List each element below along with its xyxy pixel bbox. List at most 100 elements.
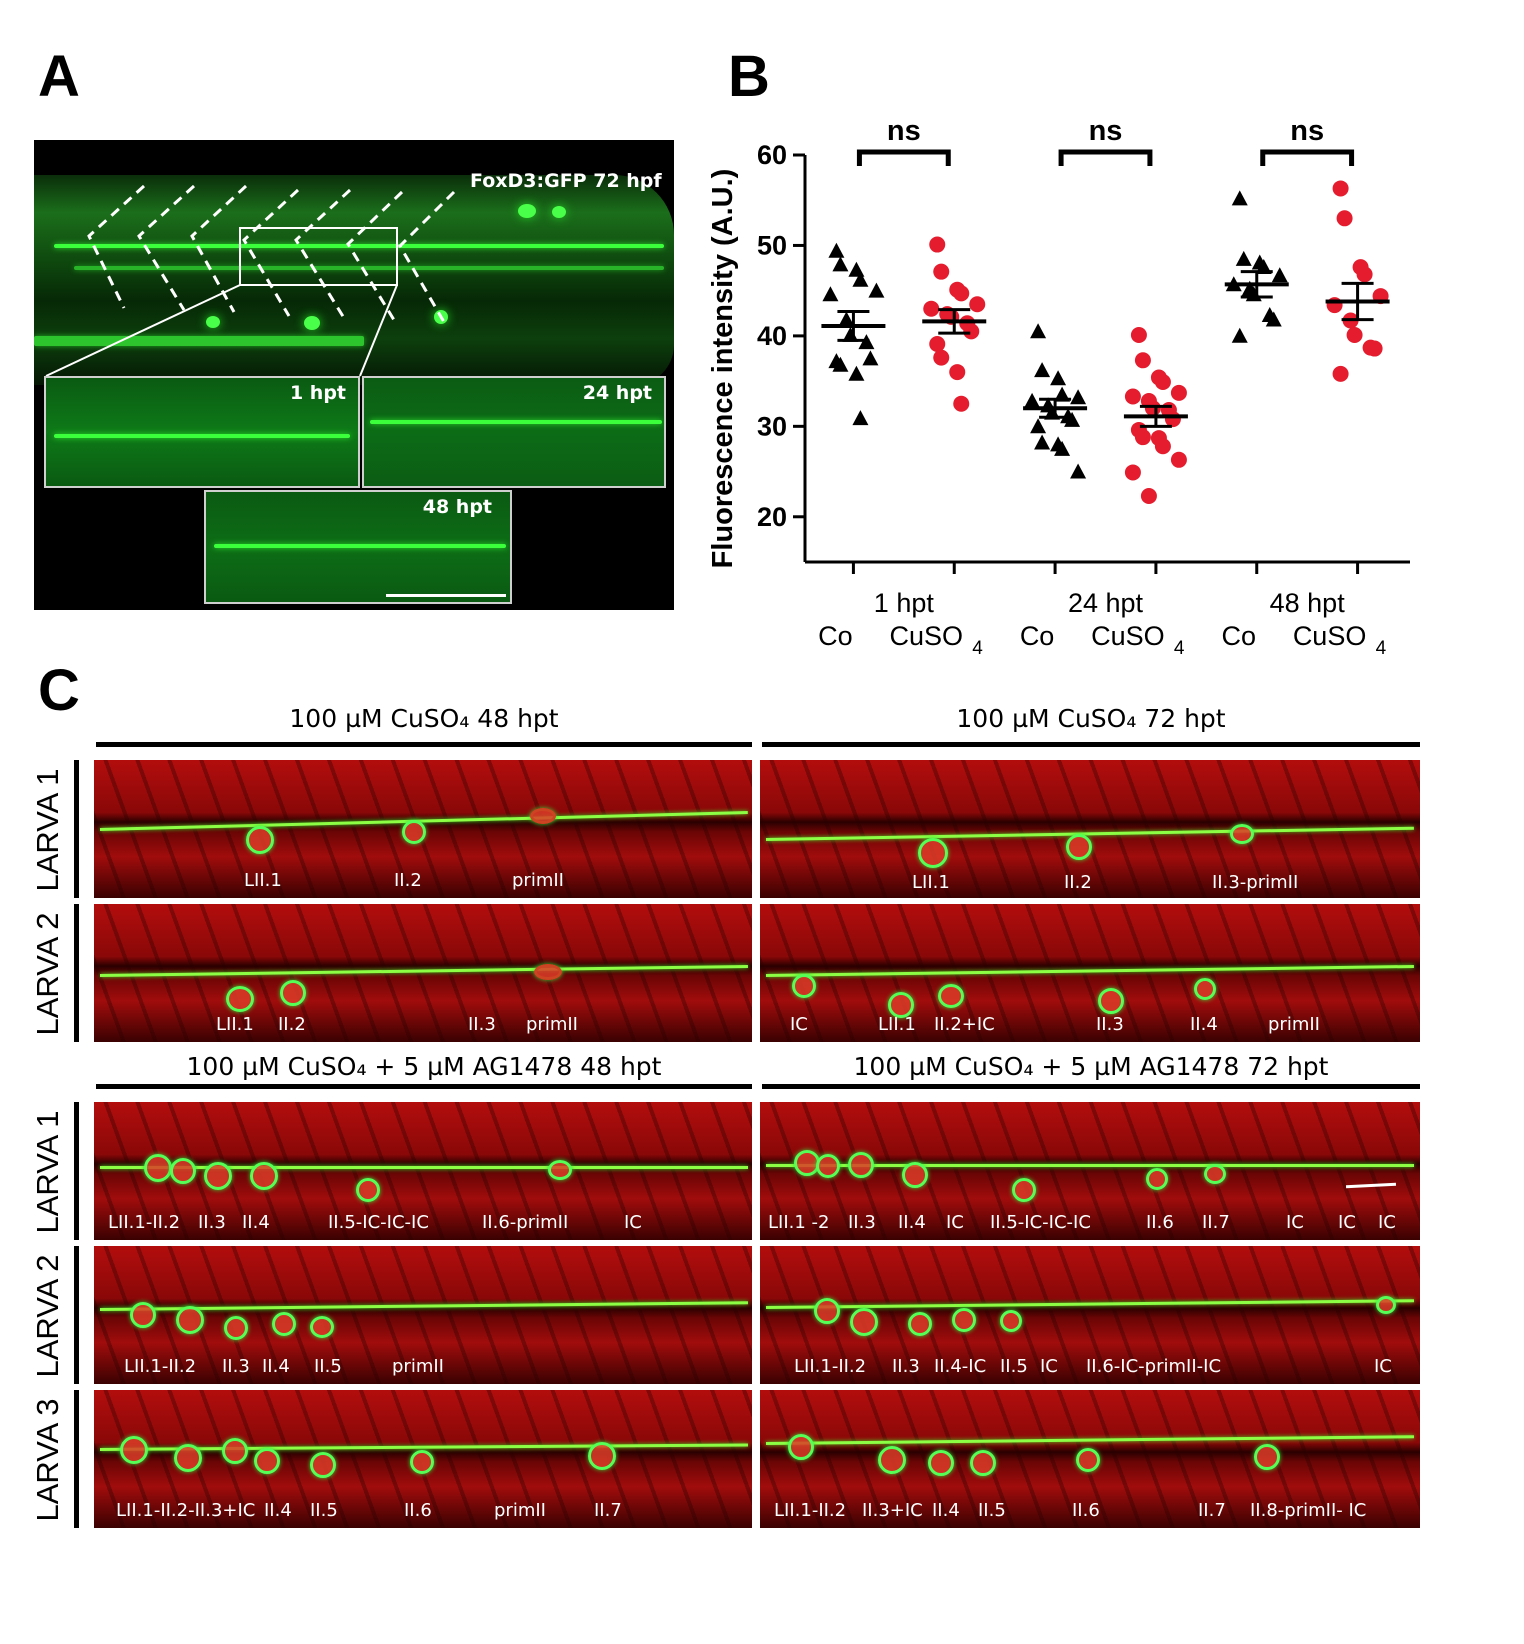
- significance-bracket: [1058, 149, 1153, 166]
- c-rule-bottom-left: [96, 1084, 752, 1089]
- c-label: LII.1 -2: [768, 1212, 830, 1233]
- y-tick-label: 60: [757, 140, 787, 170]
- row-rule-5: [74, 1390, 79, 1528]
- c-label: II.5: [310, 1500, 338, 1521]
- data-point-co: [1265, 311, 1282, 327]
- row-label-larva2: LARVA 2: [30, 912, 65, 1036]
- significance-bracket: [856, 149, 951, 166]
- data-point-cuso4: [953, 395, 970, 412]
- row-label-larva1-ag: LARVA 1: [30, 1110, 65, 1234]
- c-title-bottom-left: 100 µM CuSO₄ + 5 µM AG1478 48 hpt: [186, 1052, 662, 1081]
- subgroup-label-subscript: 4: [972, 638, 983, 659]
- c-label: LII.1: [912, 872, 950, 893]
- y-axis-label: Fluorescence intensity (A.U.): [707, 169, 739, 569]
- neuromast: [224, 1316, 248, 1340]
- c-label: II.3: [892, 1356, 920, 1377]
- data-point-cuso4: [1170, 451, 1187, 468]
- data-point-co: [1054, 440, 1071, 456]
- c-label: II.5-IC-IC-IC: [328, 1212, 429, 1233]
- neuromast: [850, 1308, 878, 1336]
- ventral-glow: [34, 336, 364, 346]
- significance-label: ns: [1089, 115, 1123, 147]
- neuromast: [1230, 824, 1254, 844]
- neuromast: [246, 826, 274, 854]
- subgroup-label: Co: [1221, 621, 1256, 651]
- c-label: II.3+IC: [862, 1500, 923, 1521]
- c-label: LII.1-II.2: [108, 1212, 181, 1233]
- c-label: II.5: [1000, 1356, 1028, 1377]
- data-point-cuso4: [1140, 487, 1157, 504]
- neuromast: [794, 1150, 820, 1176]
- group-time-label: 48 hpt: [1270, 588, 1346, 618]
- data-point-co: [1034, 362, 1051, 378]
- lateral-line-nerve: [765, 1435, 1414, 1445]
- c-label: primII: [1268, 1014, 1320, 1035]
- neuromast: [254, 1448, 280, 1474]
- neuromast: [918, 838, 948, 868]
- c-label: LII.1-II.2-II.3+IC: [116, 1500, 256, 1521]
- c-label: IC: [624, 1212, 642, 1233]
- inset-nerve: [54, 434, 350, 438]
- c-label: II.7: [1202, 1212, 1230, 1233]
- c-label: II.5: [978, 1500, 1006, 1521]
- c-label: LII.1: [878, 1014, 916, 1035]
- data-point-co: [1070, 463, 1087, 479]
- inset-1hpt: 1 hpt: [44, 376, 360, 488]
- neuromast: [1012, 1178, 1036, 1202]
- lateral-line-nerve: [765, 826, 1414, 841]
- neuromast: [848, 1152, 874, 1178]
- data-point-cuso4: [1154, 438, 1171, 455]
- neuromast: [816, 1154, 840, 1178]
- fluorescent-cell: [206, 316, 220, 328]
- y-tick-label: 40: [757, 321, 787, 351]
- somite-boundaries: [45, 184, 456, 377]
- c-label: LII.1-II.2: [794, 1356, 867, 1377]
- data-point-cuso4: [1124, 464, 1141, 481]
- inset-label-48hpt: 48 hpt: [422, 496, 492, 518]
- c-label: II.2: [1064, 872, 1092, 893]
- neuromast: [120, 1436, 148, 1464]
- c-label: II.3: [848, 1212, 876, 1233]
- c-label: II.4: [262, 1356, 290, 1377]
- significance-label: ns: [887, 115, 921, 147]
- c-label: IC: [1040, 1356, 1058, 1377]
- neuromast: [1098, 988, 1124, 1014]
- c-label: LII.1-II.2: [774, 1500, 847, 1521]
- neuromast: [1194, 978, 1216, 1000]
- neuromast: [204, 1162, 232, 1190]
- neuromast: [792, 974, 816, 998]
- significance-label: ns: [1290, 115, 1324, 147]
- c-label: II.2: [394, 870, 422, 891]
- inset-label-1hpt: 1 hpt: [289, 382, 346, 404]
- panel-a-main-label: FoxD3:GFP 72 hpf: [470, 170, 662, 192]
- data-point-cuso4: [929, 336, 946, 353]
- panel-b-chart: 20 30 40 50 60 Fluorescence intensity (A.U.) 1…: [707, 115, 1410, 659]
- c-title-top-right: 100 µM CuSO₄ 72 hpt: [956, 704, 1226, 733]
- data-point-co: [852, 410, 869, 426]
- neuromast: [280, 980, 306, 1006]
- inset-label-24hpt: 24 hpt: [582, 382, 652, 404]
- lateral-line-nerve: [765, 964, 1414, 977]
- row-label-larva2-ag: LARVA 2: [30, 1254, 65, 1378]
- primordium: [530, 808, 556, 824]
- data-point-cuso4: [1124, 388, 1141, 405]
- c-label: II.4: [932, 1500, 960, 1521]
- c-label: II.2+IC: [934, 1014, 995, 1035]
- neuromast: [310, 1452, 336, 1478]
- neuromast: [952, 1308, 976, 1332]
- data-point-cuso4: [1336, 210, 1353, 227]
- c-label: primII: [494, 1500, 546, 1521]
- data-point-cuso4: [1332, 365, 1349, 382]
- data-point-co: [1231, 327, 1248, 343]
- neuromast: [970, 1450, 996, 1476]
- data-point-co: [832, 356, 849, 372]
- c-label: II.3: [1096, 1014, 1124, 1035]
- c-label: IC: [790, 1014, 808, 1035]
- c-label: II.4: [1190, 1014, 1218, 1035]
- lateral-line-nerve: [766, 1164, 1414, 1167]
- data-point-cuso4: [933, 349, 950, 366]
- data-point-cuso4: [953, 285, 970, 302]
- c-label: IC: [1374, 1356, 1392, 1377]
- data-point-co: [832, 256, 849, 272]
- row-rule-3: [74, 1102, 79, 1240]
